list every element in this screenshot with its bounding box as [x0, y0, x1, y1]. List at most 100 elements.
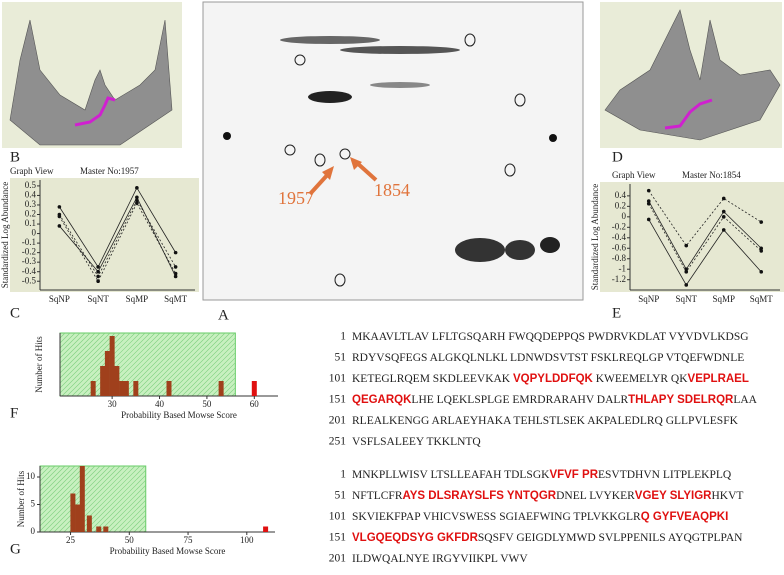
spot-outline [334, 273, 346, 287]
hatch [59, 332, 96, 369]
y-tick-label: -0.4 [612, 232, 627, 242]
point [646, 217, 651, 222]
point [646, 199, 651, 203]
hatch [39, 465, 101, 527]
landscape-b [2, 2, 182, 148]
residue-number: 251 [329, 436, 347, 448]
hatch [196, 357, 236, 397]
hatch [59, 332, 66, 339]
point [173, 250, 178, 255]
residues: RLEALKENGG ARLAEYHAKA TEHLSTLSEK AKPALED… [352, 415, 739, 427]
surface [604, 9, 781, 141]
marker-dot [549, 134, 557, 142]
residue-number: 201 [329, 553, 347, 565]
residues: LHE LQEKLSPLGE EMRDRARAHV DALR [411, 394, 628, 406]
residues: KWEEMELYR QK [593, 373, 688, 385]
x-tick-label: 60 [250, 399, 260, 409]
panel-letter: B [10, 149, 20, 165]
y-tick-label: 0.2 [615, 200, 626, 210]
hatch [131, 332, 196, 397]
y-tick-label: 0.4 [25, 190, 37, 200]
spot-outline [504, 163, 516, 177]
point [646, 188, 651, 193]
peptide: VGEY SLYIGR [635, 490, 712, 502]
x-tick-label: 50 [125, 535, 135, 545]
residue-number: 101 [329, 373, 347, 385]
x-axis-label: Probability Based Mowse Score [110, 546, 226, 556]
sequence-line: RDYVSQFEGS ALGKQLNLKL LDNWDSVTST FSKLREQ… [352, 352, 744, 364]
hatch [113, 500, 146, 533]
hatch [118, 505, 146, 533]
sequence-line: NFTLCFRAYS DLSRAYSLFS YNTQGRDNEL LVYKERV… [352, 490, 743, 502]
y-tick-label: 0 [32, 228, 37, 238]
point [684, 270, 689, 274]
hatch [59, 332, 101, 374]
series-line [648, 203, 762, 273]
residues: NFTLCFR [352, 490, 403, 502]
hatch [211, 372, 236, 397]
hatch [146, 332, 211, 397]
landscape-d [600, 2, 782, 148]
hatch [58, 465, 126, 533]
hatch [39, 465, 51, 477]
y-tick-label: 10 [26, 471, 36, 481]
y-tick-label: -0.6 [612, 242, 627, 252]
point [57, 214, 62, 219]
spot-outline [314, 153, 326, 167]
hatch [161, 332, 226, 397]
residues: ESVTDHVN LITPLEKPLQ [598, 469, 732, 481]
hatch [226, 387, 236, 397]
sequence-line: VSFLSALEEY TKKLNTQ [352, 436, 481, 448]
spot [308, 91, 352, 103]
hatch [133, 520, 146, 533]
hatch [39, 465, 76, 502]
panel-letter: E [612, 305, 621, 321]
point [646, 201, 651, 206]
y-axis-label: Number of Hits [34, 336, 44, 393]
bar [104, 351, 110, 396]
sequence-line: RLEALKENGG ARLAEYHAKA TEHLSTLSEK AKPALED… [352, 415, 739, 427]
hatch [191, 352, 236, 397]
hatch [39, 465, 56, 482]
point [721, 228, 726, 232]
plot-bg [600, 182, 784, 292]
hatch [66, 332, 131, 397]
point [57, 224, 62, 228]
y-axis-label: Standardized Log Abundance [0, 182, 10, 288]
sequence-line: QEGARQKLHE LQEKLSPLGE EMRDRARAHV DALRTHL… [352, 394, 758, 406]
hatch [71, 332, 136, 397]
residue-number: 51 [335, 352, 347, 364]
residues: LAA [733, 394, 757, 406]
hatch [166, 332, 231, 397]
point [173, 265, 178, 269]
hatch [231, 392, 236, 397]
residues: HKVT [711, 490, 743, 502]
top-hit-bar [263, 526, 269, 532]
arrow-head [350, 157, 362, 170]
bar [90, 381, 96, 396]
point [135, 195, 139, 200]
residues: RDYVSQFEGS ALGKQLNLKL LDNWDSVTST FSKLREQ… [352, 352, 744, 364]
series-line [59, 196, 176, 277]
y-tick-label: -0.8 [612, 253, 627, 263]
hatch [86, 332, 151, 397]
spot [370, 82, 430, 88]
hatch [59, 332, 81, 354]
x-tick-label: SqNT [87, 294, 109, 304]
bar [119, 381, 125, 396]
spot-outline [284, 144, 296, 156]
arrow-head [322, 166, 334, 180]
panel-letter: A [218, 307, 229, 323]
point [96, 265, 100, 269]
y-tick-label: -0.5 [22, 275, 37, 285]
hatch [39, 465, 46, 472]
significance-region [39, 465, 147, 533]
x-tick-label: 25 [66, 535, 76, 545]
point [721, 215, 726, 219]
y-tick-label: 0 [31, 526, 36, 536]
graph-view: Graph View [10, 166, 54, 176]
x-tick-label: 50 [202, 399, 212, 409]
bar [103, 526, 109, 532]
residue-number: 1 [340, 469, 346, 481]
master-no: Master No:1957 [80, 166, 139, 176]
